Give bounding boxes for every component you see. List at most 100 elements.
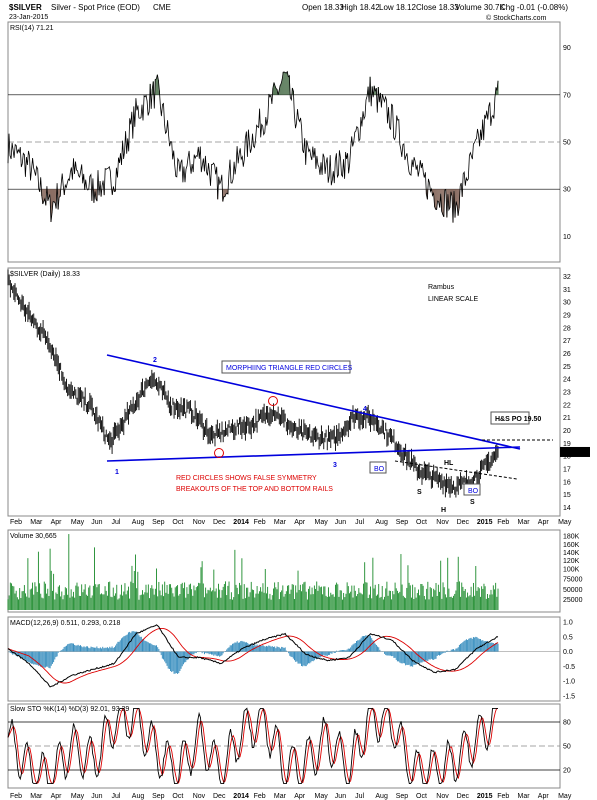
price-panel-frame: [7, 267, 561, 517]
price-panel: 3231302928272625242322212019181716151418…: [7, 269, 590, 512]
x-tick-label: Jun: [335, 519, 346, 526]
x-tick-label: Dec: [213, 519, 226, 526]
last-price-label: 18.33: [563, 449, 581, 456]
y-tick-label: 50000: [563, 587, 583, 594]
x-tick-label: Mar: [518, 793, 531, 800]
x-tick-label: Jul: [355, 519, 364, 526]
y-tick-label: 10: [563, 234, 571, 241]
volume-value: Volume 30.7K: [455, 3, 505, 12]
point-4-label: 4: [363, 406, 367, 413]
triangle-label-box: [221, 360, 351, 374]
x-tick-label: Jun: [91, 519, 102, 526]
x-tick-label: Apr: [294, 519, 306, 526]
y-tick-label: 1.0: [563, 619, 573, 626]
po-label-box: [490, 411, 530, 425]
x-tick-label: Apr: [51, 793, 63, 800]
y-tick-label: 32: [563, 274, 571, 281]
x-tick-label: May: [558, 519, 572, 526]
rsi-panel: 90 70 50 30 10: [7, 45, 571, 241]
price-annotations: MORPHIING TRIANGLE RED CIRCLES Rambus LI…: [106, 284, 553, 514]
x-tick-label: Feb: [10, 519, 22, 526]
y-tick-label: 50: [563, 744, 571, 751]
x-tick-label: Sep: [396, 793, 409, 800]
x-tick-label: Aug: [375, 793, 388, 800]
y-tick-label: 16: [563, 479, 571, 486]
x-tick-label: Jul: [112, 793, 121, 800]
y-tick-label: -1.0: [563, 679, 575, 686]
sto-d-line: [7, 707, 498, 785]
x-tick-label: Nov: [436, 793, 449, 800]
x-tick-label: Jul: [355, 793, 364, 800]
instrument-name: Silver - Spot Price (EOD): [51, 3, 140, 12]
left-shoulder-label: S: [417, 489, 422, 496]
y-tick-label: 26: [563, 351, 571, 358]
y-tick-label: 80: [563, 720, 571, 727]
x-tick-label: Jun: [91, 793, 102, 800]
y-tick-label: 25: [563, 364, 571, 371]
x-tick-label: May: [315, 793, 329, 800]
volume-panel-frame: [7, 529, 561, 613]
y-tick-label: 90: [563, 45, 571, 52]
x-tick-label: May: [558, 793, 572, 800]
y-tick-label: 14: [563, 505, 571, 512]
y-tick-label: 75000: [563, 577, 583, 584]
x-tick-label: Apr: [294, 793, 306, 800]
y-tick-label: 21: [563, 415, 571, 422]
y-tick-label: 25000: [563, 597, 583, 604]
x-tick-label: Sep: [396, 519, 409, 526]
macd-signal-line: [7, 627, 499, 684]
y-tick-label: 15: [563, 492, 571, 499]
x-tick-label: Oct: [416, 793, 427, 800]
x-tick-label: May: [71, 793, 85, 800]
y-tick-label: 29: [563, 312, 571, 319]
scale-label: LINEAR SCALE: [428, 296, 479, 303]
rsi-line: [7, 70, 499, 223]
y-tick-label: 20: [563, 428, 571, 435]
point-1-label: 1: [115, 469, 119, 476]
x-tick-label: May: [315, 519, 329, 526]
x-tick-label: Feb: [254, 793, 266, 800]
low-value: Low 18.12: [379, 3, 416, 12]
y-tick-label: 31: [563, 287, 571, 294]
false-breakouts-text-2: BREAKOUTS OF THE TOP AND BOTTOM RAILS: [176, 486, 333, 493]
head-label: H: [441, 507, 446, 514]
y-tick-label: 30: [563, 300, 571, 307]
x-tick-label: Dec: [457, 793, 470, 800]
sto-panel: 80 50 20: [7, 707, 571, 785]
y-tick-label: 100K: [563, 566, 580, 573]
x-tick-label: 2015: [477, 519, 493, 526]
x-tick-label: Jul: [112, 519, 121, 526]
price-legend: $SILVER (Daily) 18.33: [10, 271, 80, 278]
false-breakouts-text-1: RED CIRCLES SHOWS FALSE SYMMETRY: [176, 475, 317, 482]
neckline: [394, 460, 518, 480]
macd-line: [7, 624, 499, 688]
x-tick-label: Nov: [436, 519, 449, 526]
bo-label-1: BO: [374, 466, 385, 473]
triangle-label: MORPHIING TRIANGLE RED CIRCLES: [226, 365, 353, 372]
false-breakout-circle-low: [214, 448, 224, 458]
x-tick-label: Oct: [172, 519, 183, 526]
y-tick-label: 180K: [563, 534, 580, 541]
x-tick-label: 2015: [477, 793, 493, 800]
macd-panel: 1.0 0.5 0.0 -0.5 -1.0 -1.5: [7, 619, 575, 701]
y-tick-label: -0.5: [563, 664, 575, 671]
false-breakout-circle-high: [268, 396, 278, 406]
close-value: Close 18.33: [416, 3, 459, 12]
x-tick-label: Mar: [30, 519, 43, 526]
x-tick-label: Mar: [274, 519, 287, 526]
macd-panel-frame: [7, 616, 561, 702]
x-tick-label: Sep: [152, 793, 165, 800]
y-tick-label: 24: [563, 377, 571, 384]
y-tick-label: 23: [563, 390, 571, 397]
x-tick-label: Nov: [193, 793, 206, 800]
x-tick-label: Mar: [274, 793, 287, 800]
x-tick-label: Apr: [538, 793, 550, 800]
x-tick-label: Dec: [213, 793, 226, 800]
bo-label-box-2: [463, 483, 481, 496]
x-tick-label: Feb: [497, 519, 509, 526]
x-tick-label: Feb: [254, 519, 266, 526]
chart-date: 23-Jan-2015: [9, 14, 48, 21]
hl-label: HL: [444, 460, 454, 467]
y-tick-label: 20: [563, 768, 571, 775]
bo-label-box-1: [369, 461, 387, 474]
